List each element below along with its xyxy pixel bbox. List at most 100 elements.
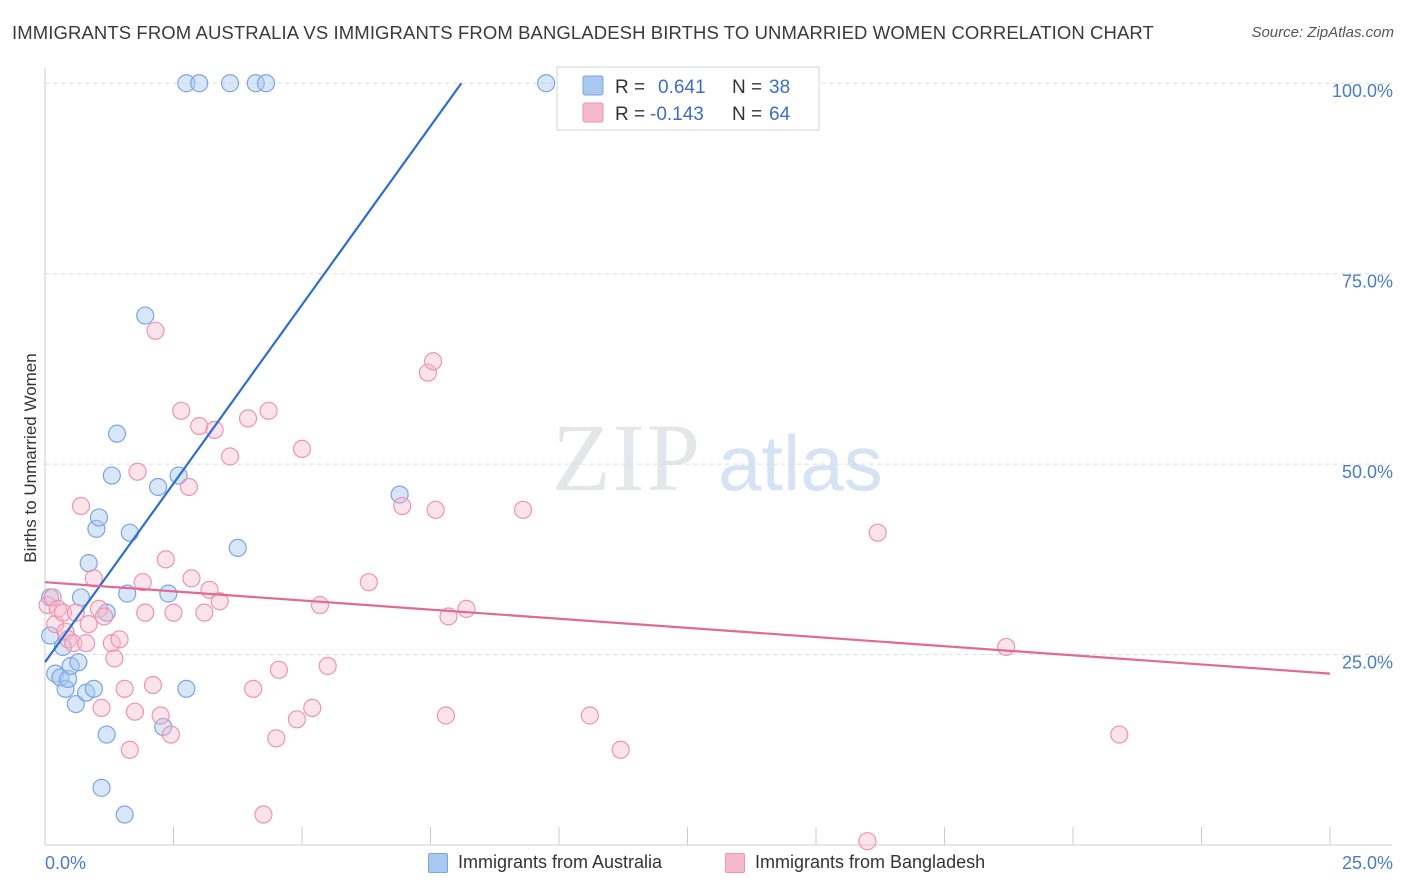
- point-bangladesh: [43, 588, 62, 607]
- point-australia: [246, 74, 265, 93]
- point-bangladesh: [254, 805, 273, 824]
- legend-r-label-australia: R =: [615, 77, 645, 98]
- legend-swatch-australia-bottom: [428, 852, 448, 873]
- axes: [44, 68, 1392, 846]
- point-bangladesh: [77, 634, 96, 653]
- trend-lines: [44, 82, 1331, 675]
- point-bangladesh: [182, 569, 201, 588]
- point-bangladesh: [120, 740, 139, 759]
- point-bangladesh: [457, 599, 476, 618]
- point-australia: [92, 778, 111, 797]
- correlation-legend: R = 0.641 N = 38 R = -0.143 N = 64: [556, 66, 820, 131]
- point-bangladesh: [156, 550, 175, 569]
- point-bangladesh: [125, 702, 145, 721]
- y-tick-label: 100.0%: [1332, 81, 1393, 101]
- point-bangladesh: [92, 698, 111, 717]
- point-bangladesh: [133, 573, 152, 592]
- point-bangladesh: [1110, 725, 1129, 744]
- gridlines: [45, 82, 1392, 656]
- point-australia: [41, 626, 60, 645]
- point-australia: [87, 519, 106, 538]
- legend-r-australia: 0.641: [658, 77, 706, 98]
- legend-n-australia: 38: [769, 77, 790, 98]
- point-bangladesh: [267, 729, 286, 748]
- legend-swatch-australia: [582, 75, 604, 96]
- point-bangladesh: [95, 607, 114, 626]
- point-australia: [148, 477, 168, 497]
- point-australia: [177, 679, 196, 698]
- legend-swatch-bangladesh-bottom: [725, 852, 745, 873]
- point-bangladesh: [161, 725, 181, 744]
- point-bangladesh: [238, 409, 258, 428]
- point-australia: [190, 74, 209, 93]
- point-australia: [136, 306, 155, 325]
- point-australia: [256, 74, 276, 93]
- point-bangladesh: [110, 630, 129, 649]
- point-bangladesh: [858, 832, 877, 851]
- point-bangladesh: [292, 439, 312, 458]
- chart-title: IMMIGRANTS FROM AUSTRALIA VS IMMIGRANTS …: [12, 22, 1154, 43]
- legend-r-label-bangladesh: R =: [615, 104, 645, 125]
- point-bangladesh: [513, 500, 533, 519]
- point-bangladesh: [269, 660, 288, 679]
- legend-item-australia: Immigrants from Australia: [428, 852, 662, 873]
- point-bangladesh: [190, 416, 209, 436]
- point-bangladesh: [84, 569, 103, 588]
- legend-label-bangladesh: Immigrants from Bangladesh: [755, 852, 986, 872]
- watermark-atlas: atlas: [718, 419, 883, 507]
- point-bangladesh: [426, 500, 445, 519]
- point-australia: [220, 74, 240, 93]
- legend-item-bangladesh: Immigrants from Bangladesh: [725, 852, 985, 873]
- x-tick-label: 0.0%: [45, 853, 86, 873]
- point-bangladesh: [393, 496, 412, 516]
- point-australia: [84, 679, 103, 698]
- y-tick-label: 75.0%: [1342, 272, 1393, 292]
- point-bangladesh: [164, 603, 183, 622]
- point-australia: [66, 694, 85, 714]
- point-australia: [154, 717, 173, 737]
- point-bangladesh: [436, 706, 456, 725]
- point-bangladesh: [64, 634, 83, 653]
- point-australia: [102, 466, 121, 485]
- source-credit: Source: ZipAtlas.com: [1251, 24, 1394, 41]
- point-australia: [51, 668, 70, 687]
- point-bangladesh: [146, 321, 165, 340]
- y-axis-label: Births to Unmarried Women: [21, 353, 40, 562]
- point-bangladesh: [303, 698, 322, 717]
- point-bangladesh: [310, 595, 330, 615]
- y-tick-label: 25.0%: [1342, 653, 1393, 673]
- legend-n-label-australia: N =: [732, 77, 762, 98]
- point-bangladesh: [53, 603, 73, 622]
- point-australia: [89, 508, 109, 527]
- point-australia: [228, 538, 247, 558]
- x-tick-label: 25.0%: [1342, 853, 1393, 873]
- series-bangladesh-points: [38, 321, 1129, 851]
- point-bangladesh: [611, 740, 630, 759]
- point-bangladesh: [151, 706, 170, 725]
- point-australia: [537, 74, 556, 93]
- point-bangladesh: [418, 363, 438, 382]
- point-australia: [120, 523, 139, 542]
- point-bangladesh: [179, 477, 199, 497]
- trendline-australia: [44, 82, 463, 663]
- point-bangladesh: [259, 401, 278, 420]
- point-bangladesh: [220, 447, 240, 466]
- point-bangladesh: [997, 637, 1016, 657]
- point-bangladesh: [580, 706, 599, 725]
- point-australia: [159, 584, 178, 603]
- point-australia: [69, 653, 88, 672]
- point-bangladesh: [868, 523, 887, 542]
- tick-labels: 25.0% 50.0% 75.0% 100.0% 0.0% 25.0%: [45, 81, 1393, 873]
- point-bangladesh: [136, 603, 155, 622]
- point-bangladesh: [79, 614, 98, 634]
- point-australia: [97, 725, 116, 744]
- legend-r-bangladesh: -0.143: [650, 104, 704, 125]
- point-bangladesh: [128, 462, 147, 481]
- legend-label-australia: Immigrants from Australia: [458, 852, 663, 872]
- point-bangladesh: [359, 573, 378, 592]
- point-bangladesh: [71, 496, 91, 516]
- point-bangladesh: [143, 675, 163, 695]
- point-australia: [79, 554, 98, 573]
- point-bangladesh: [244, 679, 263, 698]
